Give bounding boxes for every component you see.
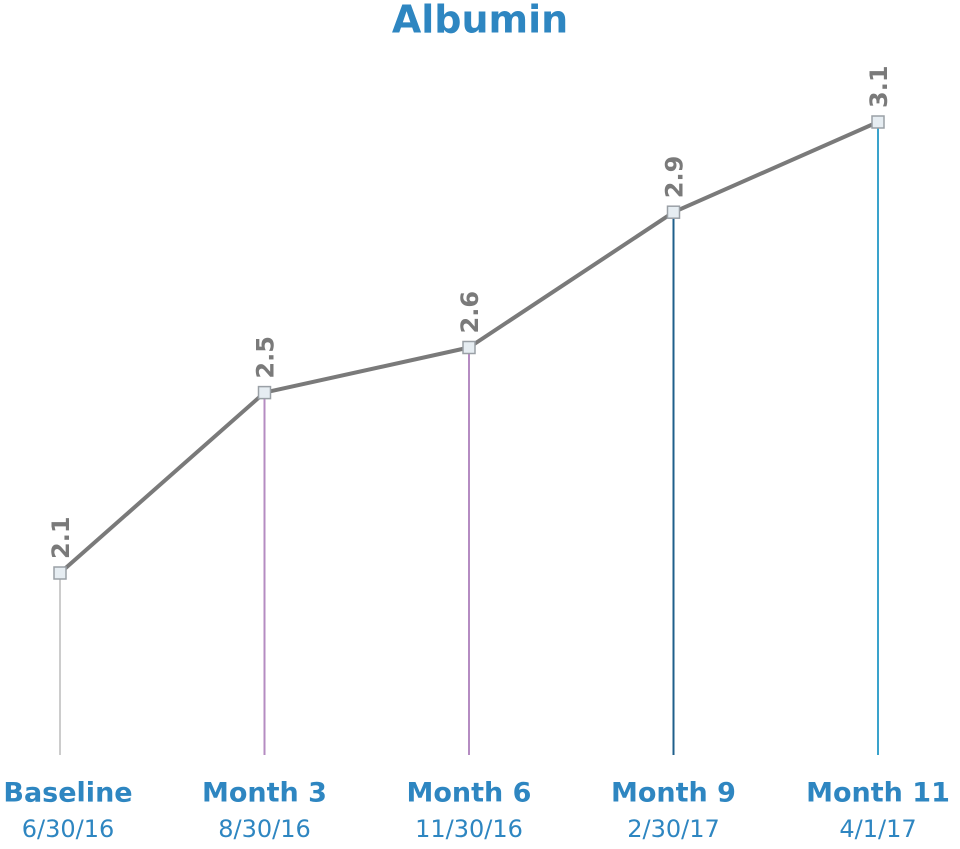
x-tick-date: 11/30/16 [415,815,523,843]
marker [462,340,476,355]
x-tick-date: 4/1/17 [839,815,916,843]
x-tick-label: Month 9 [611,778,736,809]
x-tick-label: Month 11 [806,778,950,809]
data-label: 2.5 [252,336,280,379]
marker [257,385,272,400]
x-tick-label: Month 6 [407,778,532,809]
data-label: 3.1 [865,65,893,108]
marker [666,205,681,219]
x-tick-date: 2/30/17 [627,815,720,843]
x-tick-date: 8/30/16 [218,815,311,843]
chart-title: Albumin [392,0,568,42]
x-tick-label: Baseline [3,778,132,809]
data-label: 2.1 [47,516,75,559]
x-tick-label: Month 3 [202,778,327,809]
x-tick-date: 6/30/16 [22,815,115,843]
marker [53,566,67,580]
data-label: 2.9 [661,156,689,199]
data-label: 2.6 [456,291,484,334]
marker [871,115,885,129]
